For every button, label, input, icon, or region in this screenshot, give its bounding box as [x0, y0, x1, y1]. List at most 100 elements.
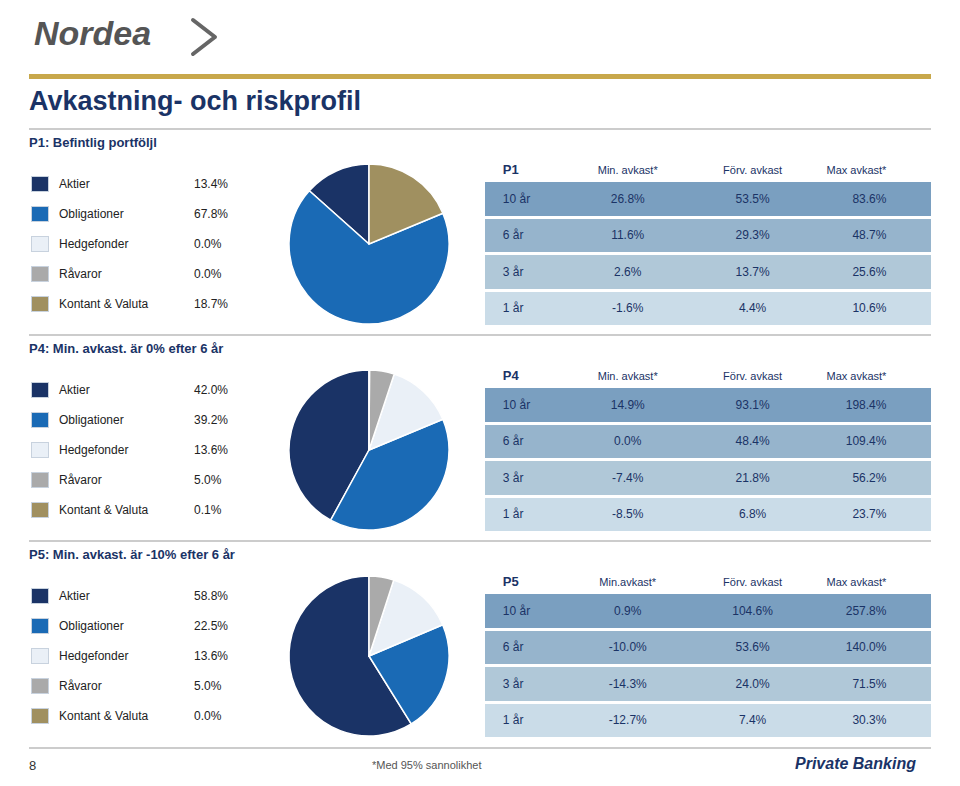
table-id: P4 — [503, 368, 519, 383]
section-title: P5: Min. avkast. är -10% efter 6 år — [29, 547, 235, 562]
legend-swatch — [31, 442, 49, 458]
legend-value: 13.6% — [194, 648, 228, 664]
table-cell: 83.6% — [852, 191, 886, 207]
table-cell: 10.6% — [852, 300, 886, 316]
table: P5Min.avkast*Förv. avkastMax avkast*10 å… — [485, 572, 931, 740]
legend-label: Hedgefonder — [59, 648, 128, 664]
legend-label: Obligationer — [59, 618, 124, 634]
table-row-label: 10 år — [503, 191, 530, 207]
page-title: Avkastning- och riskprofil — [29, 86, 361, 117]
table-row-label: 1 år — [503, 506, 524, 522]
legend-swatch — [31, 678, 49, 694]
legend-label: Hedgefonder — [59, 236, 128, 252]
table-cell: 26.8% — [611, 191, 645, 207]
legend-value: 5.0% — [194, 472, 221, 488]
table: P4 Min. avkast* Förv. avkast Max avkast* 10 … — [485, 366, 931, 534]
legend-swatch — [31, 588, 49, 604]
logo-text: Nordea — [34, 14, 151, 53]
legend-value: 0.0% — [194, 708, 221, 724]
section-separator — [29, 334, 931, 336]
table-id: P5 — [503, 574, 519, 589]
legend-label: Hedgefonder — [59, 442, 128, 458]
legend-value: 22.5% — [194, 618, 228, 634]
table-cell: 48.4% — [736, 433, 770, 449]
legend-label: Obligationer — [59, 206, 124, 222]
footer-note: *Med 95% sannolikhet — [372, 759, 481, 771]
legend-value: 42.0% — [194, 382, 228, 398]
table-cell: 109.4% — [846, 433, 887, 449]
table-cell: 198.4% — [846, 397, 887, 413]
section-title: P1: Befintlig portföljl — [29, 135, 157, 150]
legend-value: 13.6% — [194, 442, 228, 458]
table-cell: 93.1% — [736, 397, 770, 413]
legend-label: Aktier — [59, 382, 90, 398]
legend-value: 0.0% — [194, 236, 221, 252]
table-cell: 21.8% — [736, 470, 770, 486]
legend-label: Råvaror — [59, 266, 102, 282]
table-cell: 53.6% — [736, 639, 770, 655]
table-cell: -14.3% — [609, 676, 647, 692]
table-cell: 140.0% — [846, 639, 887, 655]
table-cell: 0.9% — [614, 603, 641, 619]
legend-label: Aktier — [59, 176, 90, 192]
legend-swatch — [31, 296, 49, 312]
legend-label: Obligationer — [59, 412, 124, 428]
table-header: Förv. avkast — [723, 576, 782, 588]
pie-chart — [285, 160, 453, 328]
table-row-label: 6 år — [503, 227, 524, 243]
table-cell: 6.8% — [739, 506, 766, 522]
table-cell: -10.0% — [609, 639, 647, 655]
legend-swatch — [31, 472, 49, 488]
pie-chart — [285, 572, 453, 740]
legend-value: 0.0% — [194, 266, 221, 282]
pie-slice — [369, 576, 394, 656]
legend-swatch — [31, 266, 49, 282]
pie-slice — [369, 164, 443, 244]
legend-value: 18.7% — [194, 296, 228, 312]
table-cell: 23.7% — [852, 506, 886, 522]
page-number: 8 — [29, 758, 36, 773]
legend-value: 67.8% — [194, 206, 228, 222]
table-cell: 104.6% — [732, 603, 773, 619]
table-cell: 7.4% — [739, 712, 766, 728]
table-header: Förv. avkast — [723, 164, 782, 176]
table-row-label: 3 år — [503, 470, 524, 486]
table-row-label: 6 år — [503, 433, 524, 449]
legend-label: Kontant & Valuta — [59, 708, 148, 724]
table-cell: 25.6% — [852, 264, 886, 280]
table-header: Max avkast* — [826, 164, 886, 176]
table-header: Förv. avkast — [723, 370, 782, 382]
table-cell: 257.8% — [846, 603, 887, 619]
table-cell: 2.6% — [614, 264, 641, 280]
section: P4: Min. avkast. är 0% efter 6 årAktier4… — [0, 334, 960, 540]
table-row-label: 3 år — [503, 264, 524, 280]
logo-mark — [185, 12, 225, 62]
table-row-label: 10 år — [503, 603, 530, 619]
logo-chevron — [193, 20, 215, 54]
table-cell: -1.6% — [612, 300, 643, 316]
table-header: Max avkast* — [826, 370, 886, 382]
legend-swatch — [31, 236, 49, 252]
table-id: P1 — [503, 162, 519, 177]
table-cell: 53.5% — [736, 191, 770, 207]
pie-slice — [369, 370, 394, 450]
table-header: Min. avkast* — [598, 370, 658, 382]
table-cell: 24.0% — [736, 676, 770, 692]
table-cell: -12.7% — [609, 712, 647, 728]
legend-label: Råvaror — [59, 678, 102, 694]
section-separator — [29, 540, 931, 542]
legend-swatch — [31, 618, 49, 634]
table-row-label: 6 år — [503, 639, 524, 655]
legend-swatch — [31, 412, 49, 428]
legend-value: 39.2% — [194, 412, 228, 428]
legend-swatch — [31, 648, 49, 664]
table-row-label: 10 år — [503, 397, 530, 413]
table-cell: 4.4% — [739, 300, 766, 316]
table-cell: 30.3% — [852, 712, 886, 728]
legend-swatch — [31, 176, 49, 192]
table-cell: 13.7% — [736, 264, 770, 280]
legend-label: Aktier — [59, 588, 90, 604]
table-header: Max avkast* — [826, 576, 886, 588]
table-row-label: 1 år — [503, 300, 524, 316]
table-header: Min. avkast* — [598, 164, 658, 176]
